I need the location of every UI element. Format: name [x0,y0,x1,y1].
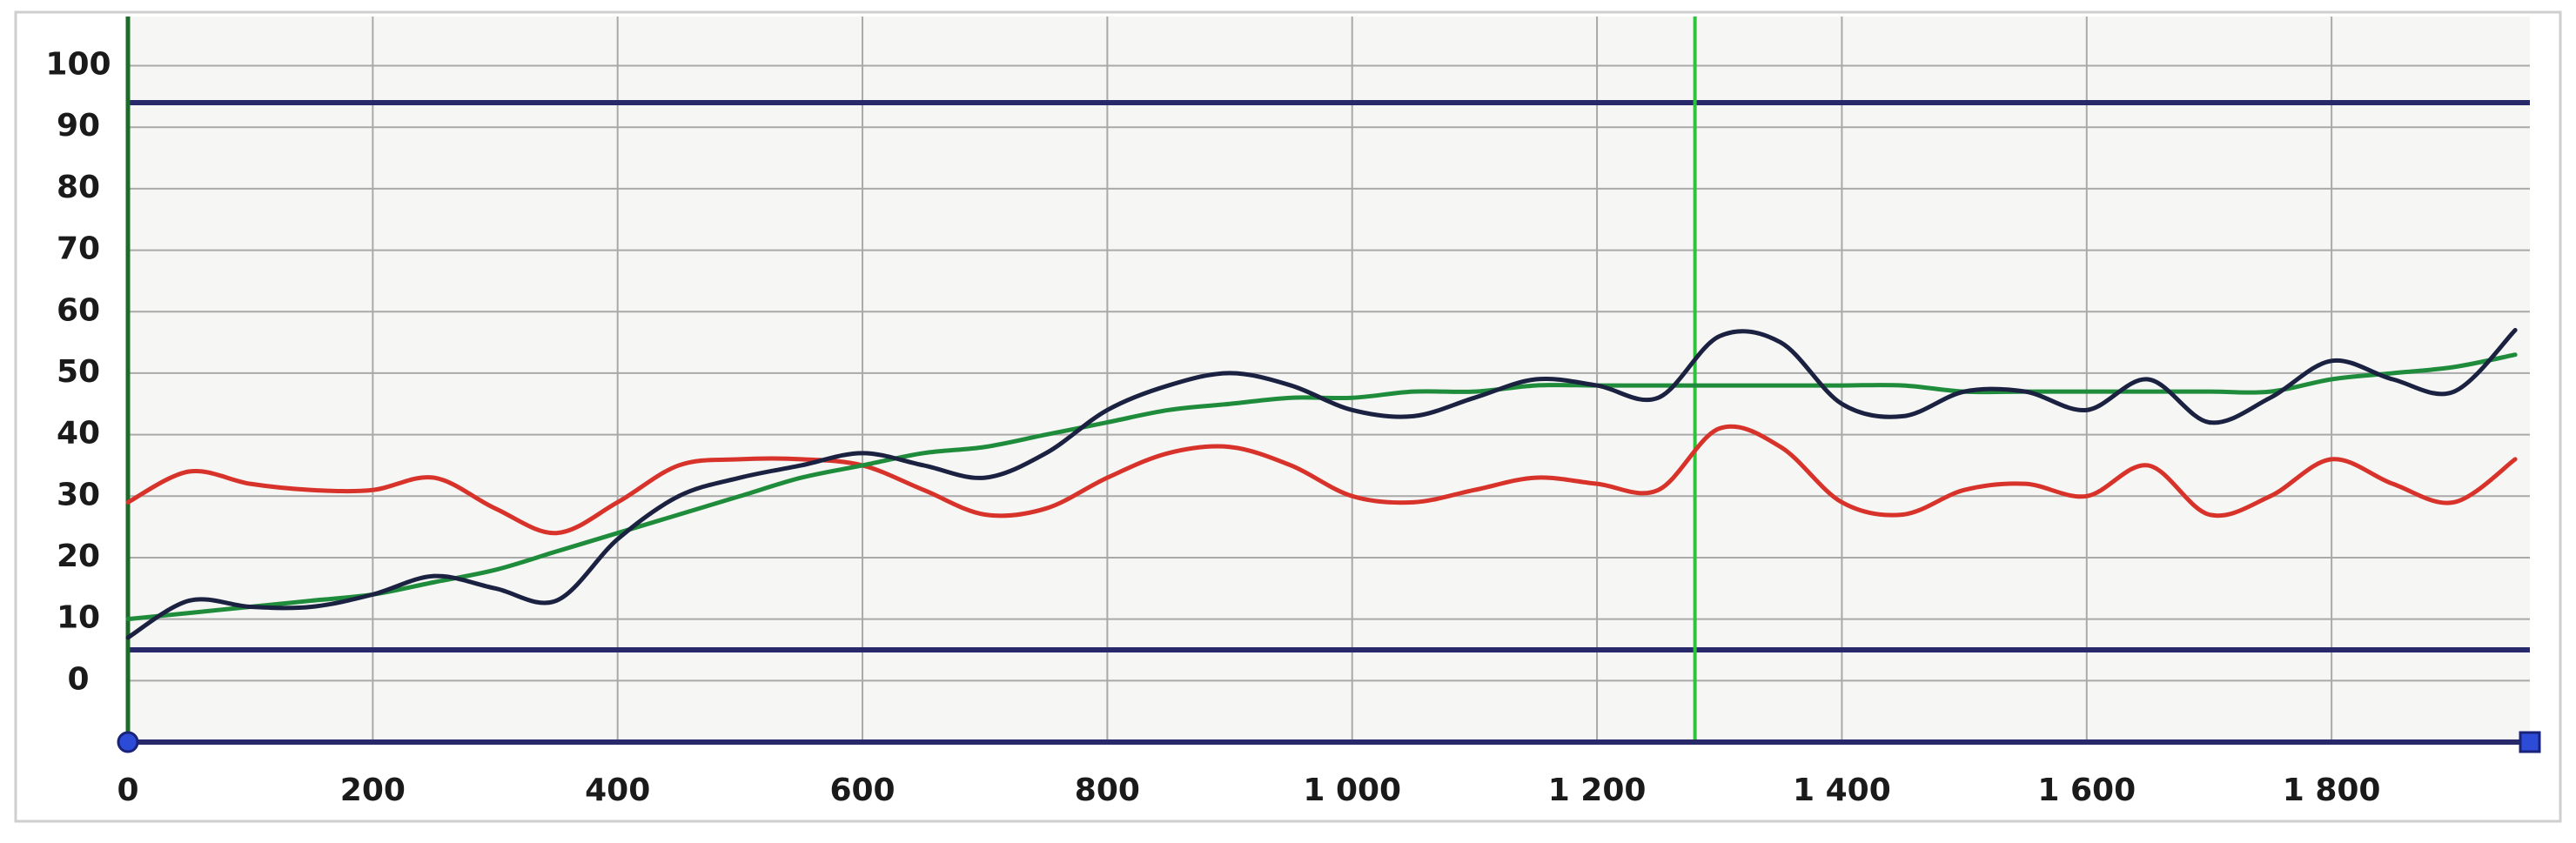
y-tick-label: 100 [45,47,111,83]
y-tick-label: 0 [67,661,89,697]
plot-area [128,17,2530,742]
x-tick-label: 600 [829,773,895,808]
y-tick-label: 70 [57,231,100,267]
x-tick-label: 1 400 [1793,773,1891,808]
x-tick-label: 200 [340,773,406,808]
y-tick-label: 60 [57,292,100,328]
y-tick-label: 90 [57,108,100,144]
axis-handle [2519,731,2541,753]
x-tick-label: 1 800 [2283,773,2381,808]
y-tick-label: 50 [57,354,100,390]
series-line [125,327,2518,640]
x-tick-label: 1 000 [1303,773,1401,808]
x-tick-label: 0 [117,773,138,808]
axis-handle [117,731,139,753]
y-tick-label: 40 [57,416,100,452]
series-line [125,424,2518,536]
y-tick-label: 80 [57,170,100,205]
x-tick-label: 1 600 [2037,773,2136,808]
x-tick-label: 400 [585,773,650,808]
x-tick-label: 1 200 [1548,773,1647,808]
y-tick-label: 30 [57,477,100,512]
x-tick-label: 800 [1075,773,1140,808]
y-tick-label: 20 [57,539,100,574]
y-tick-label: 10 [57,600,100,636]
